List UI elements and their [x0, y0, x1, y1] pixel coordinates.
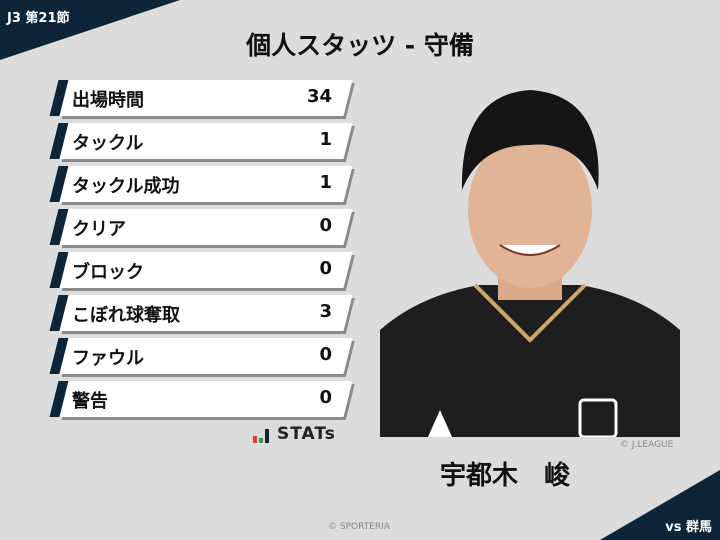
stat-row: こぼれ球奪取 3 — [49, 295, 353, 331]
stat-label: クリア — [72, 219, 126, 240]
stat-row: ブロック 0 — [49, 252, 353, 288]
stats-logo: STATs — [253, 426, 336, 443]
stats-logo-text: STATs — [277, 424, 336, 444]
page-title: 個人スタッツ - 守備 — [246, 31, 474, 60]
stat-label: ブロック — [72, 262, 144, 283]
stat-row: タックル 1 — [49, 123, 353, 159]
stat-value: 3 — [319, 301, 332, 322]
stat-value: 0 — [319, 387, 332, 408]
stat-row: 警告 0 — [49, 381, 353, 417]
stat-row: 出場時間 34 — [49, 80, 353, 116]
stat-label: タックル成功 — [72, 176, 180, 197]
stat-label: 警告 — [72, 391, 108, 412]
stat-label: タックル — [72, 133, 144, 154]
stat-value: 1 — [319, 172, 332, 193]
stat-row: クリア 0 — [49, 209, 353, 245]
stat-value: 0 — [319, 344, 332, 365]
sporteria-credit: © SPORTERIA — [328, 522, 390, 532]
stat-value: 0 — [319, 258, 332, 279]
photo-credit: © J.LEAGUE — [620, 440, 674, 450]
player-name: 宇都木 峻 — [440, 461, 571, 491]
stat-label: 出場時間 — [72, 90, 144, 111]
stat-value: 1 — [319, 129, 332, 150]
stat-label: ファウル — [72, 348, 144, 369]
stat-value: 34 — [306, 86, 332, 107]
round-label: J3 第21節 — [7, 11, 70, 26]
opponent-label: vs 群馬 — [665, 520, 712, 535]
stat-row: タックル成功 1 — [49, 166, 353, 202]
stat-row: ファウル 0 — [49, 338, 353, 374]
player-photo — [380, 70, 680, 437]
stat-label: こぼれ球奪取 — [72, 305, 180, 326]
stat-value: 0 — [319, 215, 332, 236]
